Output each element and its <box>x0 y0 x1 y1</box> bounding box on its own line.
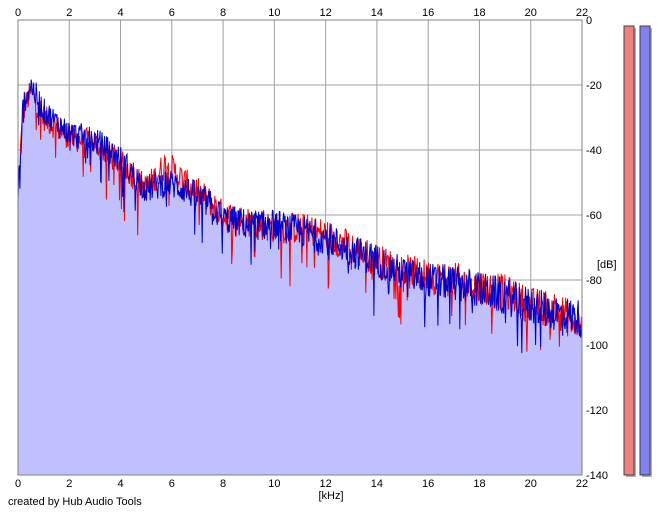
credit-text: created by Hub Audio Tools <box>8 496 142 508</box>
y-tick-2: -40 <box>586 145 602 157</box>
x-tick-top-2: 4 <box>117 7 123 19</box>
y-axis-label: [dB] <box>597 259 617 271</box>
x-axis-label: [kHz] <box>318 490 343 502</box>
y-tick-4: -80 <box>586 275 602 287</box>
x-tick-top-4: 8 <box>220 7 226 19</box>
y-tick-0: 0 <box>586 15 592 27</box>
x-tick-bottom-11: 22 <box>576 478 588 490</box>
y-tick-6: -120 <box>586 405 608 417</box>
x-tick-top-9: 18 <box>473 7 485 19</box>
x-tick-bottom-9: 18 <box>473 478 485 490</box>
meter-bar-0 <box>623 25 635 476</box>
x-tick-bottom-8: 16 <box>422 478 434 490</box>
x-tick-top-1: 2 <box>66 7 72 19</box>
y-tick-1: -20 <box>586 80 602 92</box>
series-line-1 <box>17 79 583 354</box>
x-tick-bottom-10: 20 <box>525 478 537 490</box>
x-tick-bottom-7: 14 <box>371 478 383 490</box>
x-tick-top-6: 12 <box>320 7 332 19</box>
series-group <box>17 79 583 354</box>
x-tick-top-5: 10 <box>268 7 280 19</box>
x-tick-bottom-2: 4 <box>117 478 123 490</box>
x-tick-top-3: 6 <box>169 7 175 19</box>
y-tick-3: -60 <box>586 210 602 222</box>
x-tick-bottom-0: 0 <box>15 478 21 490</box>
x-tick-top-11: 22 <box>576 7 588 19</box>
channel-meters <box>623 25 652 477</box>
plot-frame <box>17 19 583 476</box>
x-tick-bottom-4: 8 <box>220 478 226 490</box>
x-tick-bottom-6: 12 <box>320 478 332 490</box>
y-tick-7: -140 <box>586 470 608 482</box>
x-tick-bottom-3: 6 <box>169 478 175 490</box>
x-tick-bottom-1: 2 <box>66 478 72 490</box>
x-tick-top-8: 16 <box>422 7 434 19</box>
x-tick-top-0: 0 <box>15 7 21 19</box>
x-tick-top-7: 14 <box>371 7 383 19</box>
x-tick-top-10: 20 <box>525 7 537 19</box>
y-tick-5: -100 <box>586 340 608 352</box>
x-tick-bottom-5: 10 <box>268 478 280 490</box>
meter-bar-1 <box>639 25 651 476</box>
tick-labels: 002244668810101212141416161818202022220-… <box>15 7 608 490</box>
